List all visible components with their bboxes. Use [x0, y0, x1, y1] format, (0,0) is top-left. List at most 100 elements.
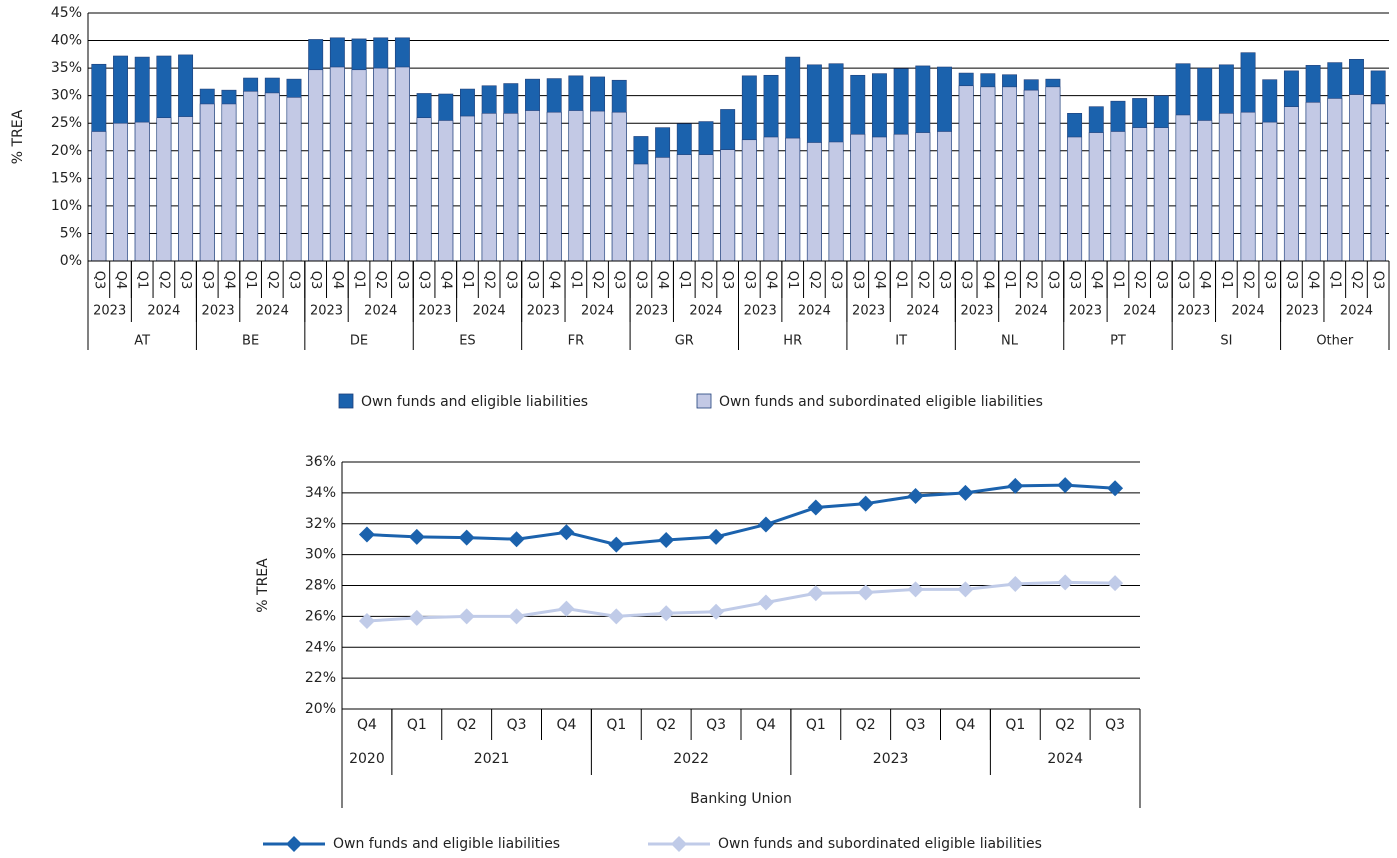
year-label: 2020 — [349, 751, 385, 767]
y-tick-label: 36% — [305, 454, 336, 470]
quarter-label: Q3 — [308, 271, 323, 290]
bar — [1283, 106, 1299, 262]
quarter-label: Q4 — [221, 271, 236, 290]
group-label: AT — [134, 334, 150, 349]
quarter-label: Q1 — [568, 271, 583, 290]
quarter-label: Q4 — [330, 271, 345, 290]
point-marker — [458, 608, 475, 625]
bar — [785, 137, 801, 262]
year-label: 2024 — [473, 304, 506, 319]
quarter-label: Q3 — [706, 717, 726, 733]
point-marker — [508, 608, 525, 625]
quarter-label: Q4 — [547, 271, 562, 290]
legend-label: Own funds and eligible liabilities — [361, 394, 588, 410]
quarter-label: Q3 — [286, 271, 301, 290]
bar — [1349, 94, 1364, 262]
year-label: 2024 — [581, 304, 614, 319]
quarter-label: Q1 — [352, 271, 367, 290]
quarter-label: Q4 — [980, 271, 995, 290]
quarter-label: Q4 — [1089, 271, 1104, 290]
quarter-label: Q1 — [243, 271, 258, 290]
group-label: GR — [675, 334, 694, 349]
year-label: 2024 — [689, 304, 722, 319]
y-tick-label: 15% — [51, 170, 82, 186]
y-tick-label: 34% — [305, 485, 336, 501]
quarter-label: Q1 — [1327, 271, 1342, 290]
bar — [113, 122, 128, 262]
y-tick-label: 28% — [305, 578, 336, 594]
quarter-label: Q2 — [1024, 271, 1039, 290]
point-marker — [1107, 480, 1124, 497]
quarter-label: Q3 — [906, 717, 926, 733]
bar — [178, 116, 194, 262]
year-label: 2024 — [147, 304, 180, 319]
quarter-label: Q2 — [1349, 271, 1364, 290]
y-tick-label: 24% — [305, 639, 336, 655]
bar — [91, 131, 107, 262]
quarter-label: Q3 — [1067, 271, 1082, 290]
quarter-label: Q4 — [357, 717, 377, 733]
quarter-label: Q1 — [785, 271, 800, 290]
bar — [1262, 121, 1278, 262]
quarter-label: Q3 — [525, 271, 540, 290]
bar — [611, 111, 627, 262]
bar — [1153, 127, 1169, 262]
point-marker — [757, 516, 774, 533]
point-marker — [358, 613, 375, 630]
point-marker — [857, 495, 874, 512]
bar — [893, 133, 909, 262]
bar — [741, 139, 757, 262]
quarter-label: Q3 — [720, 271, 735, 290]
point-marker — [1007, 477, 1024, 494]
quarter-label: Q2 — [807, 271, 822, 290]
quarter-label: Q2 — [1241, 271, 1256, 290]
bar — [1132, 127, 1148, 262]
quarter-label: Q1 — [407, 717, 427, 733]
bar — [546, 111, 562, 262]
point-marker — [408, 609, 425, 626]
bar — [1002, 86, 1017, 262]
series-line — [366, 483, 1116, 547]
quarter-label: Q3 — [178, 271, 193, 290]
point-marker — [907, 487, 924, 504]
year-label: 2024 — [1123, 304, 1156, 319]
year-label: 2023 — [310, 304, 343, 319]
quarter-label: Q3 — [417, 271, 432, 290]
bar — [1370, 103, 1386, 262]
bar — [633, 163, 649, 262]
bar — [958, 85, 974, 262]
quarter-label: Q1 — [135, 271, 150, 290]
bar — [1067, 136, 1083, 262]
quarter-label: Q2 — [1132, 271, 1147, 290]
y-tick-label: 10% — [51, 198, 82, 214]
bar — [937, 131, 952, 262]
year-label: 2024 — [1015, 304, 1048, 319]
bar — [1110, 131, 1126, 262]
bar — [1327, 98, 1343, 262]
legend-label: Own funds and subordinated eligible liab… — [719, 394, 1043, 410]
quarter-label: Q2 — [856, 717, 876, 733]
quarter-label: Q3 — [503, 271, 518, 290]
bar — [1088, 132, 1104, 262]
bar — [980, 86, 996, 262]
legend-marker — [671, 836, 687, 852]
quarter-label: Q2 — [915, 271, 930, 290]
bar — [503, 113, 519, 262]
group-label: DE — [350, 334, 368, 349]
y-tick-label: 22% — [305, 670, 336, 686]
year-label: 2024 — [364, 304, 397, 319]
quarter-label: Q2 — [698, 271, 713, 290]
bar — [243, 90, 259, 262]
y-tick-label: 30% — [51, 88, 82, 104]
year-label: 2023 — [93, 304, 126, 319]
bar — [1305, 101, 1321, 262]
y-tick-label: 45% — [51, 5, 82, 21]
quarter-label: Q3 — [1176, 271, 1191, 290]
bar — [590, 110, 606, 262]
quarter-label: Q3 — [850, 271, 865, 290]
quarter-label: Q4 — [438, 271, 453, 290]
group-label: Banking Union — [690, 791, 792, 807]
quarter-label: Q2 — [590, 271, 605, 290]
quarter-label: Q4 — [756, 717, 776, 733]
year-label: 2024 — [798, 304, 831, 319]
